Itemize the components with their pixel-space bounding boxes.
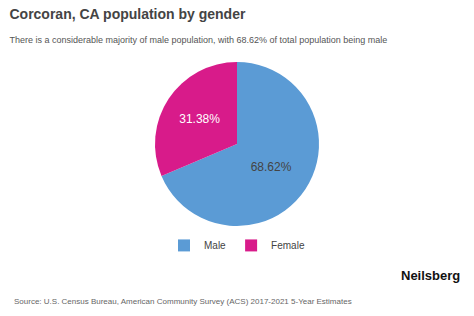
svg-text:Source: U.S. Census Bureau, Am: Source: U.S. Census Bureau, American Com… bbox=[14, 297, 352, 306]
svg-text:Corcoran, CA population by gen: Corcoran, CA population by gender bbox=[9, 6, 245, 22]
svg-text:31.38%: 31.38% bbox=[179, 112, 220, 126]
svg-text:Neilsberg: Neilsberg bbox=[401, 268, 460, 283]
svg-text:68.62%: 68.62% bbox=[251, 160, 292, 174]
svg-text:There is a considerable majori: There is a considerable majority of male… bbox=[9, 35, 387, 45]
svg-text:Male: Male bbox=[204, 240, 226, 251]
svg-text:Female: Female bbox=[271, 240, 305, 251]
